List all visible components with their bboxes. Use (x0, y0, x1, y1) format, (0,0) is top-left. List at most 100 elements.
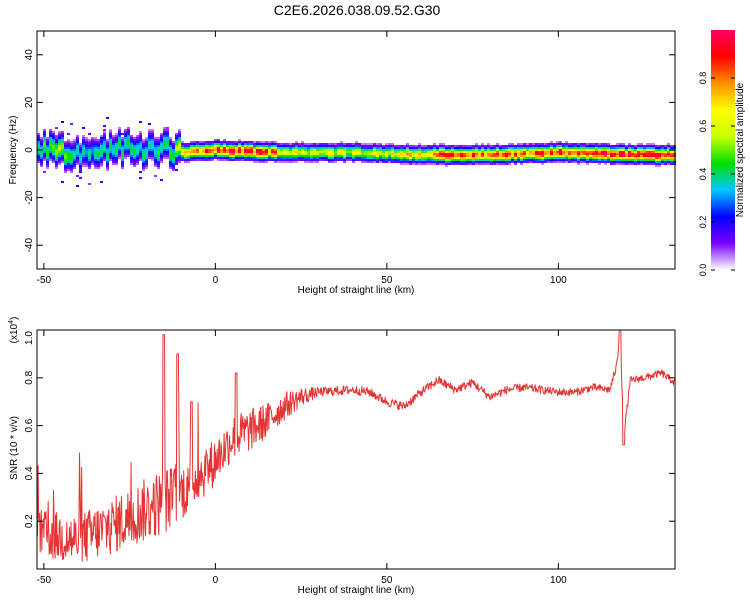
spectrogram-cell (175, 151, 178, 153)
spectrogram-cell (421, 145, 424, 147)
spectrogram-cell (583, 159, 586, 161)
spectrogram-cell (175, 139, 178, 141)
spectrogram-cell (568, 157, 571, 159)
spectrogram-cell (658, 165, 661, 167)
spectrogram-cell (535, 159, 538, 161)
spectrogram-cell (103, 155, 106, 157)
spectrogram-cell (436, 163, 439, 165)
spectrogram-cell (436, 155, 439, 157)
spectrogram-cell (214, 145, 217, 147)
colorbar-tick-label: 0.6 (698, 120, 708, 133)
spectrogram-cell (352, 147, 355, 149)
spectrogram-cell (304, 159, 307, 161)
spectrogram-cell (181, 147, 184, 149)
spectrogram-cell (169, 157, 172, 159)
spectrogram-cell (661, 153, 664, 155)
spectrogram-cell (421, 155, 424, 157)
spectrogram-cell (319, 157, 322, 159)
spectrogram-cell (652, 153, 655, 155)
spectrogram-cell (472, 153, 475, 155)
spectrogram-cell (553, 157, 556, 159)
spectrogram-xlabel: Height of straight line (km) (298, 285, 415, 296)
spectrogram-cell (550, 149, 553, 151)
spectrogram-cell (274, 153, 277, 155)
spectrogram-cell (187, 159, 190, 161)
spectrogram-cell (502, 149, 505, 151)
spectrogram-cell (244, 159, 247, 161)
spectrogram-cell (97, 149, 100, 151)
spectrogram-cell (142, 149, 145, 151)
spectrogram-cell (274, 149, 277, 151)
spectrogram-cell (277, 159, 280, 161)
spectrogram-cell (235, 151, 238, 153)
spectrogram-cell (235, 159, 238, 161)
spectrogram-cell (214, 151, 217, 153)
spectrogram-cell (661, 147, 664, 149)
spectrogram-cell (118, 149, 121, 151)
spectrogram-cell (151, 155, 154, 157)
spectrogram-cell (583, 151, 586, 153)
spectrogram-cell (487, 149, 490, 151)
spectrogram-cell (166, 155, 169, 157)
spectrogram-cell (169, 155, 172, 157)
spectrogram-cell (667, 159, 670, 161)
spectrogram-cell (139, 141, 142, 143)
spectrogram-cell (88, 139, 91, 141)
spectrogram-cell (112, 155, 115, 157)
spectrogram-cell (37, 155, 40, 157)
spectrogram-cell (658, 157, 661, 159)
spectrogram-cell (121, 163, 124, 165)
spectrogram-cell (49, 145, 52, 147)
spectrogram-cell (373, 149, 376, 151)
spectrogram-cell (406, 149, 409, 151)
spectrogram-cell (433, 149, 436, 151)
spectrogram-cell (262, 141, 265, 143)
spectrogram-cell (550, 147, 553, 149)
spectrogram-cell (61, 153, 64, 155)
spectrogram-cell (142, 155, 145, 157)
spectrogram-cell (121, 167, 124, 169)
spectrogram-cell (598, 143, 601, 145)
spectrogram-cell (61, 157, 64, 159)
spectrogram-cell (325, 149, 328, 151)
spectrogram-cell (58, 141, 61, 143)
spectrogram-cell (43, 135, 46, 137)
spectrogram-cell (190, 153, 193, 155)
spectrogram-cell (610, 163, 613, 165)
spectrogram-cell (412, 153, 415, 155)
spectrogram-cell (418, 147, 421, 149)
spectrogram-cell (340, 143, 343, 145)
spectrogram-cell (652, 163, 655, 165)
spectrogram-cell (232, 153, 235, 155)
spectrogram-cell (244, 147, 247, 149)
spectrogram-cell (169, 167, 172, 169)
spectrogram-cell (211, 155, 214, 157)
spectrogram-cell (103, 145, 106, 147)
spectrogram-cell (178, 143, 181, 145)
spectrogram-cell (349, 151, 352, 153)
spectrogram-cell (499, 145, 502, 147)
spectrogram-cell (37, 143, 40, 145)
spectrogram-cell (124, 153, 127, 155)
spectrogram-cell (517, 149, 520, 151)
spectrogram-cell (148, 145, 151, 147)
colorbar-gradient (711, 30, 735, 270)
spectrogram-cell (49, 143, 52, 145)
spectrogram-cell (166, 135, 169, 137)
spectrogram-cell (295, 141, 298, 143)
spectrogram-cell (400, 151, 403, 153)
spectrogram-cell (364, 161, 367, 163)
spectrogram-cell (100, 145, 103, 147)
spectrogram-cell (454, 163, 457, 165)
colorbar-tick-label: 0.0 (698, 264, 708, 277)
spectrogram-cell (319, 147, 322, 149)
spectrogram-cell (463, 157, 466, 159)
spectrogram-cell (616, 147, 619, 149)
spectrogram-cell (64, 155, 67, 157)
spectrogram-cell (94, 151, 97, 153)
spectrogram-cell (550, 143, 553, 145)
spectrogram-cell (361, 161, 364, 163)
spectrogram-cell (511, 143, 514, 145)
spectrogram-cell (427, 161, 430, 163)
